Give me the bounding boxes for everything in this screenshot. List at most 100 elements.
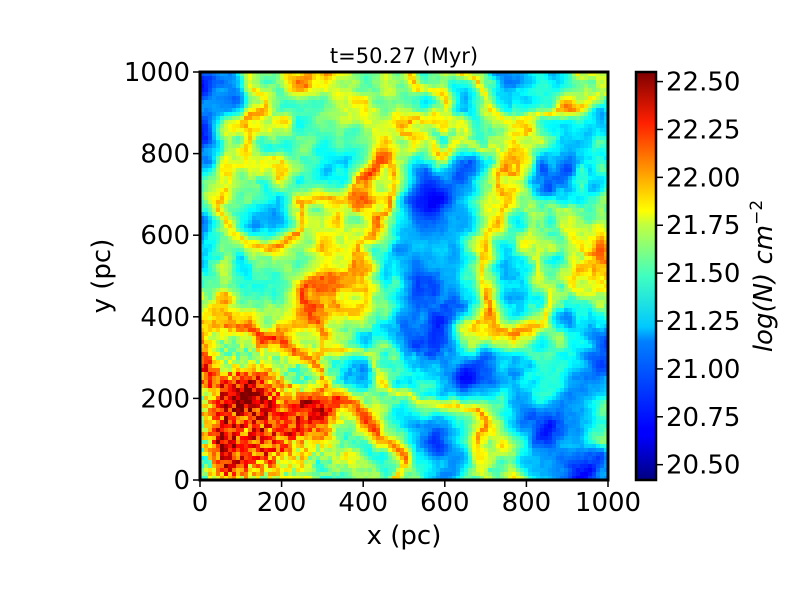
- heatmap-cell: [332, 152, 337, 157]
- heatmap-cell: [232, 88, 237, 93]
- heatmap-cell: [516, 96, 521, 101]
- heatmap-cell: [556, 112, 561, 117]
- heatmap-cell: [588, 204, 593, 209]
- heatmap-cell: [248, 196, 253, 201]
- heatmap-cell: [252, 228, 257, 233]
- heatmap-cell: [312, 232, 317, 237]
- heatmap-cell: [540, 168, 545, 173]
- heatmap-cell: [208, 176, 213, 181]
- heatmap-cell: [272, 232, 277, 237]
- heatmap-cell: [440, 84, 445, 89]
- heatmap-cell: [532, 92, 537, 97]
- heatmap-cell: [544, 232, 549, 237]
- heatmap-cell: [572, 188, 577, 193]
- heatmap-cell: [356, 80, 361, 85]
- heatmap-cell: [344, 112, 349, 117]
- heatmap-cell: [472, 104, 477, 109]
- heatmap-cell: [484, 212, 489, 217]
- heatmap-cell: [400, 260, 405, 265]
- heatmap-cell: [508, 152, 513, 157]
- heatmap-cell: [460, 164, 465, 169]
- heatmap-cell: [448, 224, 453, 229]
- heatmap-cell: [200, 148, 205, 153]
- heatmap-cell: [484, 124, 489, 129]
- heatmap-cell: [336, 264, 341, 269]
- heatmap-cell: [280, 216, 285, 221]
- heatmap-cell: [572, 132, 577, 137]
- heatmap-cell: [508, 156, 513, 161]
- heatmap-cell: [592, 220, 597, 225]
- heatmap-cell: [220, 168, 225, 173]
- heatmap-cell: [476, 88, 481, 93]
- heatmap-cell: [468, 164, 473, 169]
- heatmap-cell: [264, 228, 269, 233]
- heatmap-cell: [320, 128, 325, 133]
- heatmap-cell: [236, 88, 241, 93]
- heatmap-cell: [356, 136, 361, 141]
- heatmap-cell: [360, 164, 365, 169]
- heatmap-cell: [452, 260, 457, 265]
- heatmap-cell: [328, 112, 333, 117]
- heatmap-cell: [576, 204, 581, 209]
- heatmap-cell: [208, 248, 213, 253]
- heatmap-cell: [472, 196, 477, 201]
- heatmap-cell: [304, 220, 309, 225]
- heatmap-cell: [564, 200, 569, 205]
- heatmap-cell: [424, 208, 429, 213]
- heatmap-cell: [204, 192, 209, 197]
- heatmap-cell: [368, 72, 373, 77]
- heatmap-cell: [564, 84, 569, 89]
- heatmap-cell: [412, 216, 417, 221]
- heatmap-cell: [536, 160, 541, 165]
- heatmap-cell: [600, 152, 605, 157]
- heatmap-cell: [436, 176, 441, 181]
- heatmap-cell: [276, 80, 281, 85]
- heatmap-cell: [564, 212, 569, 217]
- heatmap-cell: [344, 116, 349, 121]
- heatmap-cell: [268, 248, 273, 253]
- heatmap-cell: [348, 172, 353, 177]
- heatmap-cell: [444, 224, 449, 229]
- heatmap-cell: [564, 136, 569, 141]
- heatmap-cell: [320, 168, 325, 173]
- heatmap-cell: [264, 100, 269, 105]
- heatmap-cell: [376, 180, 381, 185]
- heatmap-cell: [276, 96, 281, 101]
- heatmap-cell: [520, 152, 525, 157]
- heatmap-cell: [480, 212, 485, 217]
- heatmap-cell: [492, 228, 497, 233]
- heatmap-cell: [404, 196, 409, 201]
- heatmap-cell: [292, 88, 297, 93]
- heatmap-cell: [588, 188, 593, 193]
- heatmap-cell: [576, 76, 581, 81]
- heatmap-cell: [292, 140, 297, 145]
- heatmap-cell: [476, 160, 481, 165]
- heatmap-cell: [280, 80, 285, 85]
- heatmap-cell: [208, 96, 213, 101]
- heatmap-cell: [388, 172, 393, 177]
- heatmap-cell: [540, 128, 545, 133]
- heatmap-cell: [508, 112, 513, 117]
- heatmap-cell: [284, 184, 289, 189]
- heatmap-cell: [260, 252, 265, 257]
- heatmap-cell: [568, 188, 573, 193]
- heatmap-cell: [500, 132, 505, 137]
- heatmap-cell: [212, 252, 217, 257]
- heatmap-cell: [372, 100, 377, 105]
- heatmap-cell: [380, 244, 385, 249]
- heatmap-cell: [316, 260, 321, 265]
- heatmap-cell: [336, 132, 341, 137]
- heatmap-cell: [416, 224, 421, 229]
- heatmap-cell: [232, 100, 237, 105]
- heatmap-cell: [492, 256, 497, 261]
- heatmap-cell: [372, 112, 377, 117]
- heatmap-cell: [476, 192, 481, 197]
- heatmap-cell: [256, 260, 261, 265]
- heatmap-cell: [280, 104, 285, 109]
- heatmap-cell: [496, 240, 501, 245]
- heatmap-cell: [316, 76, 321, 81]
- heatmap-cell: [488, 228, 493, 233]
- heatmap-cell: [484, 168, 489, 173]
- heatmap-cell: [424, 264, 429, 269]
- heatmap-cell: [236, 116, 241, 121]
